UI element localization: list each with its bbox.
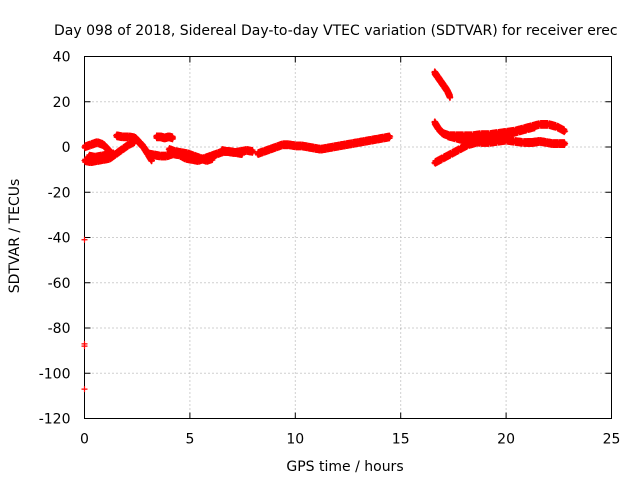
data-point-outliers-left-axis [81, 386, 88, 393]
data-point-outliers-left-axis [81, 343, 88, 350]
data-point-track-mid-a [170, 134, 177, 141]
data-point-track-mid-d [249, 149, 256, 156]
chart-title: Day 098 of 2018, Sidereal Day-to-day VTE… [54, 23, 618, 39]
axis-ticks [84, 56, 612, 419]
data-point-track-late-steep [447, 94, 454, 101]
x-tick-labels: 0 5 10 15 20 25 [80, 432, 620, 448]
y-tick-label: -20 [48, 185, 71, 201]
data-point-track-dip [111, 150, 118, 157]
y-tick-label: 20 [53, 95, 71, 111]
data-point-track-late-tail [562, 140, 569, 147]
x-tick-label: 25 [603, 432, 621, 448]
y-tick-label: -60 [48, 276, 71, 292]
x-tick-label: 5 [185, 432, 194, 448]
data-point-track-mid-d [250, 148, 257, 155]
x-tick-label: 15 [392, 432, 410, 448]
y-axis-label: SDTVAR / TECUs [7, 179, 23, 294]
plot-frame [84, 56, 612, 419]
y-tick-label: -120 [39, 412, 71, 428]
x-tick-label: 20 [497, 432, 515, 448]
data-point-track-late-upper [561, 129, 568, 136]
x-tick-label: 10 [286, 432, 304, 448]
data-point-track-late-upper [562, 128, 569, 135]
grid [84, 56, 612, 419]
y-tick-label: 40 [53, 50, 71, 66]
data-point-track-late-tail [561, 141, 568, 148]
x-axis-label: GPS time / hours [286, 459, 403, 475]
y-tick-label: -40 [48, 231, 71, 247]
data-point-track-day [387, 133, 394, 140]
data-point-track-mid-c [210, 155, 217, 162]
x-tick-label: 0 [80, 432, 89, 448]
y-tick-label: 0 [62, 140, 71, 156]
data-points [81, 68, 569, 393]
y-tick-labels: -120 -100 -80 -60 -40 -20 0 20 40 [39, 50, 71, 428]
y-tick-label: -80 [48, 321, 71, 337]
data-point-outliers-left-axis [81, 236, 88, 243]
y-tick-label: -100 [39, 366, 71, 382]
